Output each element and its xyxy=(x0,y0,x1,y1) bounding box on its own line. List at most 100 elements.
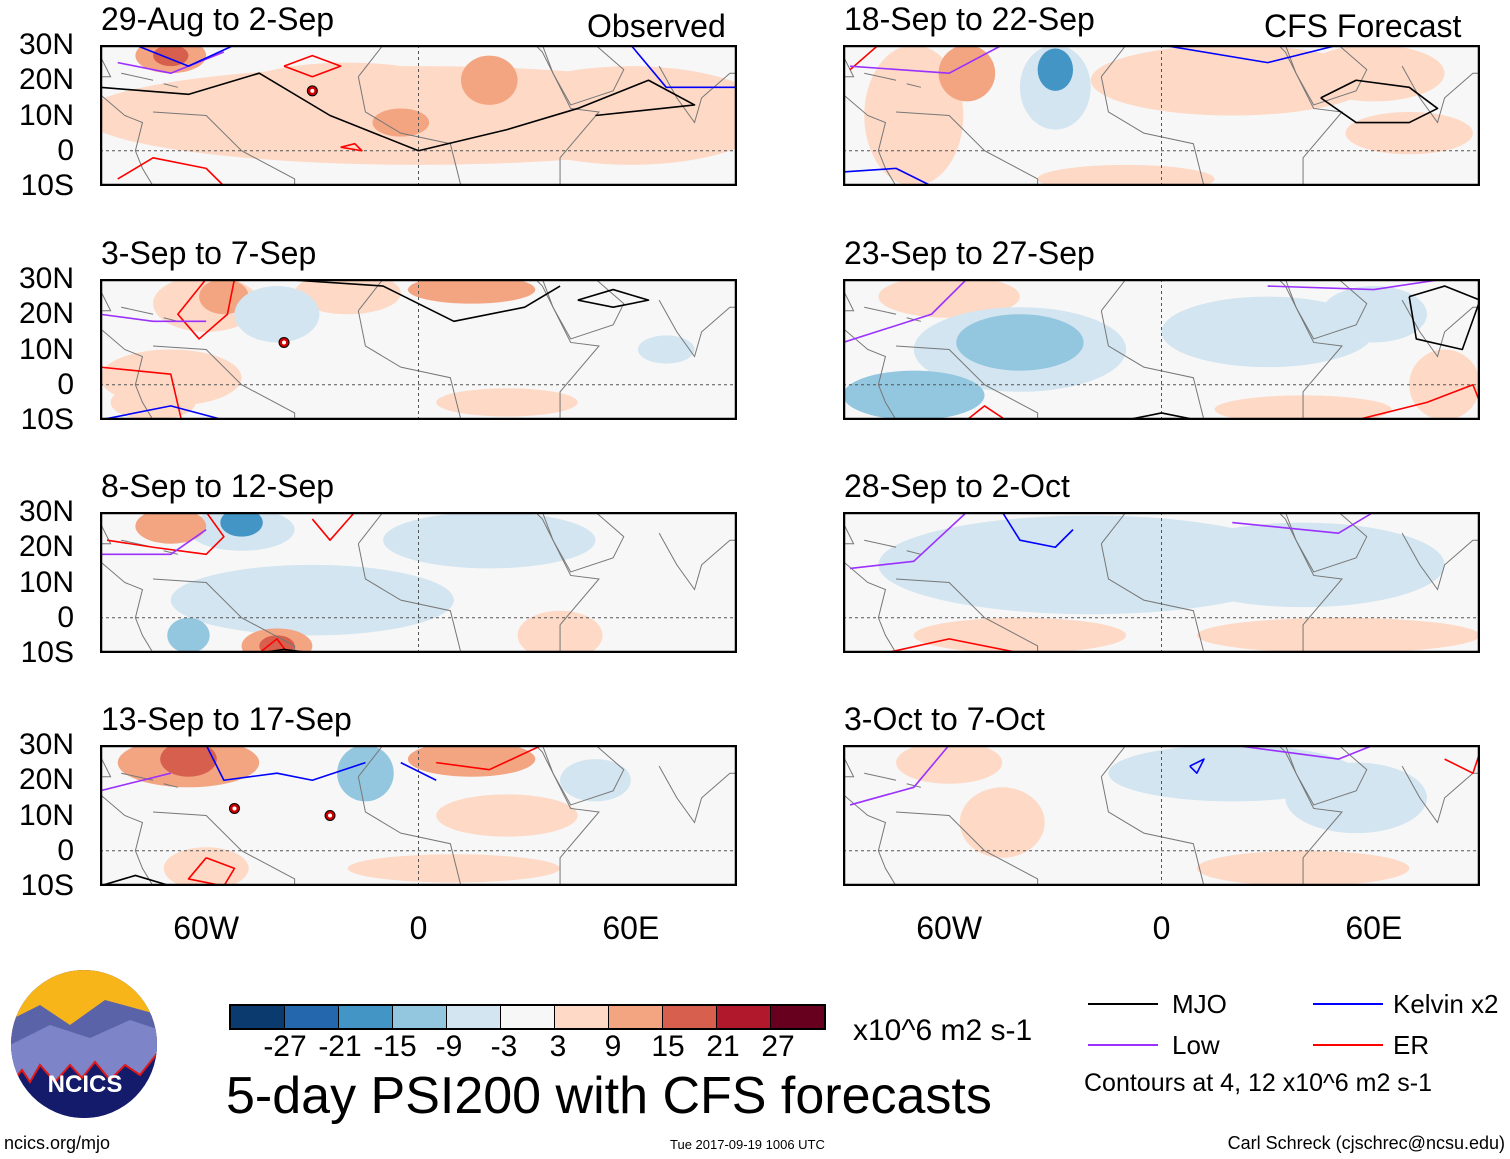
coastline xyxy=(896,345,1039,420)
contour-kelvin xyxy=(843,167,932,186)
contour-mjo xyxy=(276,279,561,323)
colorbar-swatch xyxy=(771,1006,824,1028)
anomaly-shading xyxy=(135,512,207,544)
coastline xyxy=(163,83,178,88)
lat-label: 30N xyxy=(18,262,74,295)
contour-er xyxy=(283,54,342,78)
contour-er xyxy=(187,857,236,886)
colorbar-swatch xyxy=(231,1006,285,1028)
coastline xyxy=(153,811,296,886)
anomaly-shading xyxy=(153,45,189,67)
legend-kelvin: Kelvin x2 xyxy=(1393,989,1499,1019)
footer-timestamp: Tue 2017-09-19 1006 UTC xyxy=(670,1137,825,1152)
contour-er xyxy=(177,279,236,340)
lat-label: 10S xyxy=(20,169,74,202)
coastline xyxy=(163,550,178,555)
anomaly-shading xyxy=(1320,286,1427,343)
contour-er xyxy=(340,142,363,152)
lat-label: 20N xyxy=(18,530,74,564)
contour-kelvin xyxy=(100,405,225,420)
colorbar-swatch xyxy=(393,1006,447,1028)
coastline xyxy=(100,55,112,78)
legend-low: Low xyxy=(1172,1030,1220,1060)
contour-low xyxy=(1267,279,1445,291)
lat-label: 30N xyxy=(18,495,74,528)
tropical-storm-icon xyxy=(228,802,240,814)
anomaly-shading xyxy=(383,512,596,569)
contour-low xyxy=(100,772,171,792)
anomaly-shading xyxy=(220,512,263,537)
coastline xyxy=(100,93,154,186)
coastline xyxy=(121,306,154,315)
anomaly-shading xyxy=(160,745,217,777)
lat-label: 10N xyxy=(18,798,74,832)
contour-mjo xyxy=(577,288,650,309)
lat-label: 10N xyxy=(18,565,74,599)
lat-label: 10N xyxy=(18,98,74,132)
coastline xyxy=(163,783,178,788)
map-panel xyxy=(843,745,1480,886)
map-panel xyxy=(100,279,737,420)
coastline xyxy=(1100,45,1343,186)
logo-text: NCICS xyxy=(48,1071,123,1098)
panel-frame xyxy=(843,279,1480,420)
lat-label: 0 xyxy=(57,367,74,401)
anomaly-shading xyxy=(913,617,1127,653)
anomaly-shading xyxy=(1090,45,1374,116)
colorbar-swatch xyxy=(717,1006,771,1028)
panel-title: 3-Sep to 7-Sep xyxy=(101,235,317,271)
colorbar-tick: 27 xyxy=(761,1030,795,1063)
anomaly-shading xyxy=(167,617,210,653)
forecast-label: CFS Forecast xyxy=(1264,8,1462,44)
coastline xyxy=(1100,512,1343,653)
tropical-storm-icon xyxy=(324,810,336,821)
footer-author: Carl Schreck (cjschrec@ncsu.edu) xyxy=(1227,1133,1505,1153)
lon-label: 60W xyxy=(916,910,983,946)
contour-mjo xyxy=(1125,412,1198,420)
contour-mjo xyxy=(1320,79,1439,124)
footer-url[interactable]: ncics.org/mjo xyxy=(4,1133,111,1153)
colorbar-tick: -27 xyxy=(263,1030,307,1063)
contour-kelvin xyxy=(1189,758,1205,775)
anomaly-shading xyxy=(436,388,578,417)
coastline xyxy=(843,55,855,78)
coastline xyxy=(357,45,600,186)
coastline xyxy=(541,745,625,806)
anomaly-shading xyxy=(259,635,295,653)
panel-frame xyxy=(843,745,1480,886)
contour-mjo xyxy=(100,874,172,886)
anomaly-shading xyxy=(959,787,1045,858)
anomaly-shading xyxy=(294,279,401,315)
contour-low xyxy=(849,512,968,570)
lat-label: 10S xyxy=(20,869,74,902)
anomaly-shading xyxy=(637,335,695,364)
coastline xyxy=(843,522,855,545)
legend-line-kelvin xyxy=(1313,1003,1383,1005)
coastline xyxy=(864,772,897,781)
coastline xyxy=(121,72,154,81)
lat-label: 20N xyxy=(18,63,74,97)
contour-er xyxy=(258,638,289,653)
legend-line-low xyxy=(1088,1044,1158,1046)
lat-label: 0 xyxy=(57,833,74,867)
contour-er xyxy=(100,366,183,420)
coastline xyxy=(541,45,625,106)
legend-mjo: MJO xyxy=(1172,989,1227,1019)
contour-low xyxy=(1232,512,1375,534)
contour-low xyxy=(850,45,1003,75)
coastline xyxy=(153,578,296,653)
anomaly-shading xyxy=(1037,164,1215,186)
coastline xyxy=(658,299,737,358)
contour-er xyxy=(1444,751,1480,775)
legend-er: ER xyxy=(1393,1030,1430,1060)
colorbar-tick: 9 xyxy=(604,1030,622,1063)
panel-frame xyxy=(100,512,737,653)
legend-line-mjo xyxy=(1088,1003,1158,1005)
coastline xyxy=(896,578,1039,653)
coastline xyxy=(906,550,921,555)
coastline xyxy=(541,279,625,340)
lat-label: 20N xyxy=(18,297,74,331)
anomaly-shading xyxy=(864,45,964,186)
coastline xyxy=(1284,279,1368,340)
panel-title: 23-Sep to 27-Sep xyxy=(844,235,1095,271)
